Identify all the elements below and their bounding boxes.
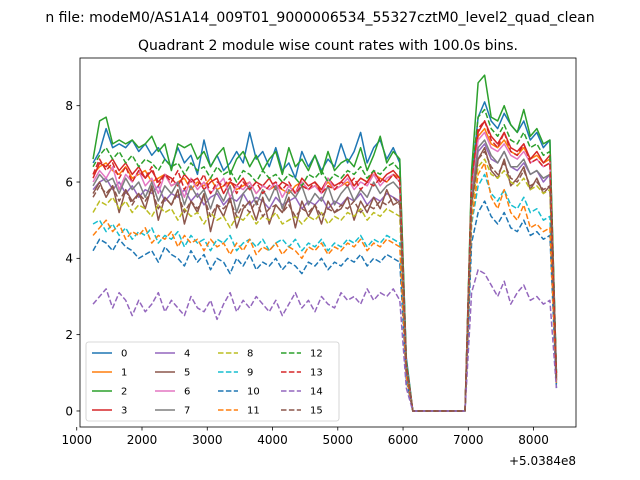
legend-label-4: 4 [184, 349, 190, 360]
series-line-15 [92, 150, 558, 412]
series-group [92, 74, 558, 412]
legend-label-0: 0 [121, 349, 127, 360]
x-tick-label: 1000 [61, 433, 92, 447]
x-offset-label: +5.0384e8 [509, 454, 576, 468]
legend-label-10: 10 [247, 387, 260, 398]
y-tick-label: 0 [65, 404, 73, 418]
x-tick-label: 2000 [127, 433, 158, 447]
series-line-13 [92, 120, 558, 412]
figure-suptitle: n file: modeM0/AS1A14_009T01_9000006534_… [45, 10, 594, 26]
x-tick-label: 7000 [453, 433, 484, 447]
y-tick-label: 2 [65, 328, 73, 342]
legend-label-15: 15 [310, 406, 323, 417]
series-line-14 [92, 269, 558, 412]
series-line-6 [92, 131, 558, 412]
series-line-2 [92, 74, 558, 412]
series-line-7 [92, 139, 558, 412]
y-tick-label: 4 [65, 252, 73, 266]
legend-label-6: 6 [184, 387, 190, 398]
legend-label-2: 2 [121, 387, 127, 398]
axes-frame [79, 57, 577, 428]
x-tick-label: 6000 [388, 433, 419, 447]
legend-label-1: 1 [121, 368, 127, 379]
series-line-4 [92, 143, 558, 412]
legend-label-7: 7 [184, 406, 190, 417]
series-line-3 [92, 120, 558, 412]
legend-label-3: 3 [121, 406, 127, 417]
legend-label-13: 13 [310, 368, 323, 379]
legend-label-14: 14 [310, 387, 323, 398]
series-line-11 [92, 162, 558, 412]
legend-label-11: 11 [247, 406, 260, 417]
x-tick-label: 8000 [518, 433, 549, 447]
x-tick-label: 3000 [192, 433, 223, 447]
chart-title: Quadrant 2 module wise count rates with … [138, 38, 518, 54]
x-tick-label: 4000 [257, 433, 288, 447]
legend-label-8: 8 [247, 349, 253, 360]
y-tick-label: 8 [65, 99, 73, 113]
x-tick-label: 5000 [323, 433, 354, 447]
legend-label-9: 9 [247, 368, 253, 379]
series-line-10 [92, 200, 558, 412]
y-tick-label: 6 [65, 175, 73, 189]
series-line-12 [92, 108, 558, 412]
plot-area: 1000 2000 3000 4000 5000 6000 7000 8000+5.0384e… [61, 57, 577, 468]
legend-box [85, 341, 340, 422]
series-line-9 [92, 173, 558, 412]
series-line-8 [92, 158, 558, 412]
legend-label-5: 5 [184, 368, 190, 379]
legend-label-12: 12 [310, 349, 323, 360]
